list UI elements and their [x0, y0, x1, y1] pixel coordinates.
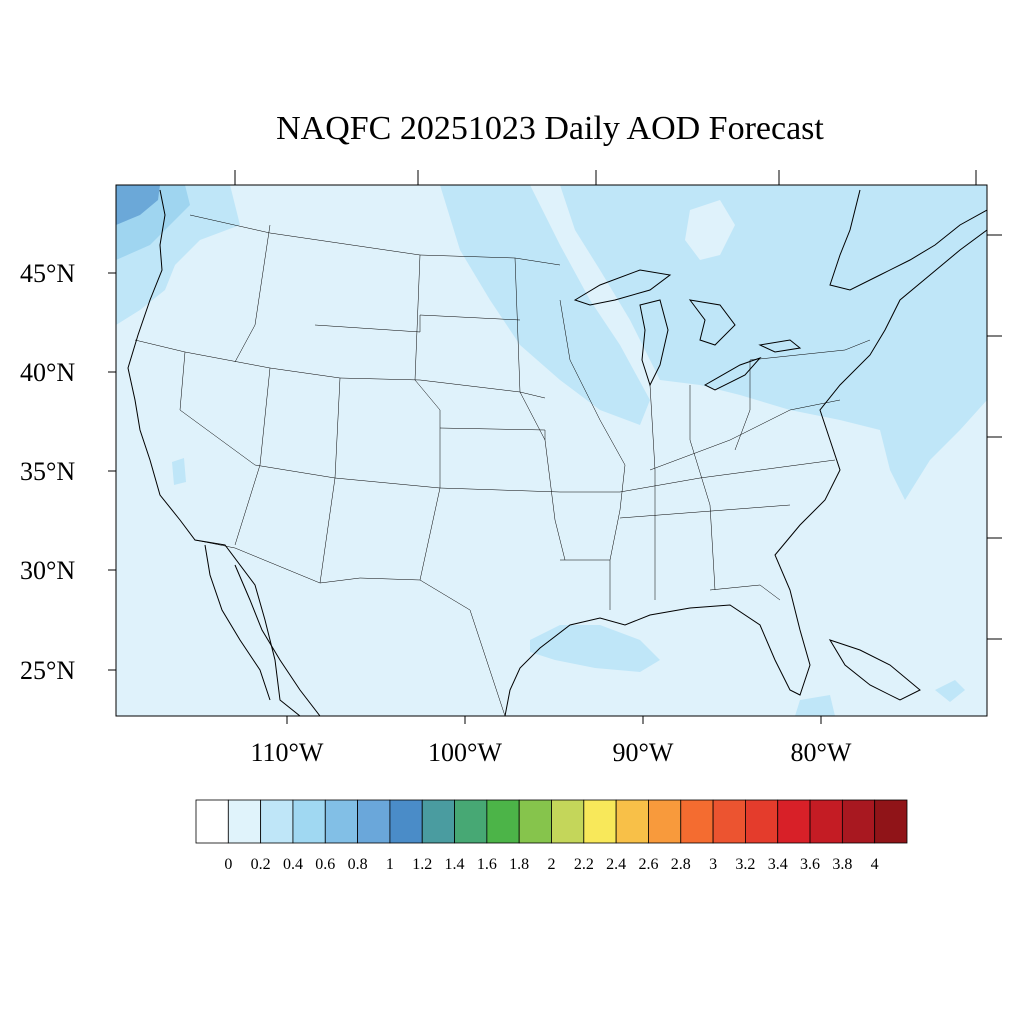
longitude-labels: 110°W 100°W 90°W 80°W [251, 738, 852, 767]
lon-label-90: 90°W [613, 738, 674, 767]
lat-label-35: 35°N [20, 457, 75, 486]
colorbar-swatch [421, 799, 455, 844]
colorbar-swatch [680, 799, 714, 844]
border-col-4 [414, 254, 441, 581]
lat-label-40: 40°N [20, 358, 75, 387]
colorbar-swatch [648, 799, 682, 844]
border-row-8 [649, 399, 841, 471]
latitude-labels: 45°N 40°N 35°N 30°N 25°N [20, 259, 75, 685]
ticks [108, 170, 1002, 724]
colorbar-swatch [227, 799, 262, 844]
plot-frame [115, 184, 988, 717]
colorbar-label: 3 [709, 856, 717, 873]
aod-region-northeast-low [685, 200, 735, 260]
border-mexico-us [194, 539, 506, 716]
colorbar-swatch [260, 799, 294, 844]
colorbar-swatch [874, 799, 908, 844]
colorbar-label: 0.2 [251, 856, 271, 873]
border-col-9 [734, 360, 751, 451]
colorbar-swatch [841, 799, 876, 844]
great-lakes-michigan [639, 299, 669, 387]
great-lakes-huron [688, 299, 736, 346]
aod-patch-south [795, 695, 835, 716]
lat-label-30: 30°N [20, 556, 75, 585]
lon-label-110: 110°W [251, 738, 324, 767]
lon-label-80: 80°W [791, 738, 852, 767]
colorbar-swatch [551, 799, 585, 844]
colorbar-swatch [486, 799, 520, 844]
lat-label-25: 25°N [20, 656, 75, 685]
colorbar-label: 2.8 [671, 856, 691, 873]
colorbar-label: 0 [224, 856, 232, 873]
border-row-3 [234, 224, 271, 363]
colorbar-label: 0.6 [315, 856, 335, 873]
colorbar-label: 3.4 [768, 856, 788, 873]
colorbar-swatch [518, 799, 552, 844]
coastline-us [127, 189, 301, 716]
coastline-canada-east [829, 189, 987, 291]
colorbar-swatch [615, 799, 649, 844]
coastline-mexico-west [234, 564, 321, 716]
border-row-10 [709, 584, 781, 601]
colorbar-swatch [777, 799, 811, 844]
colorbar-label: 3.6 [800, 856, 820, 873]
colorbar-swatch [389, 799, 423, 844]
coastlines [127, 189, 987, 716]
colorbar-swatch [357, 799, 391, 844]
colorbar-label: 1.8 [509, 856, 529, 873]
colorbar-label: 3.8 [832, 856, 852, 873]
border-col-1 [179, 351, 256, 466]
aod-patch-atlantic [935, 680, 965, 702]
colorbar-label: 1.4 [445, 856, 465, 873]
coastline-gulf [504, 229, 987, 716]
map-title: NAQFC 20251023 Daily AOD Forecast [276, 110, 824, 147]
coastline-baja [204, 544, 271, 701]
colorbar-swatch [195, 799, 229, 844]
border-col-8 [689, 385, 716, 591]
state-borders [134, 214, 871, 716]
colorbar-label: 0.8 [348, 856, 368, 873]
lat-label-45: 45°N [20, 259, 75, 288]
colorbar-label: 2.6 [638, 856, 658, 873]
great-lakes-ontario [758, 339, 802, 353]
colorbar-label: 1.6 [477, 856, 497, 873]
border-col-2 [234, 367, 271, 546]
colorbar-label: 4 [871, 856, 879, 873]
colorbar-swatch [292, 799, 326, 844]
colorbar-label: 1 [386, 856, 394, 873]
border-col-3 [319, 377, 341, 584]
border-col-7 [649, 384, 656, 600]
colorbar-label: 2 [548, 856, 556, 873]
aod-region-gulf [530, 625, 660, 672]
colorbar: 0 0.2 0.4 0.6 0.8 1 1.2 1.4 1.6 1.8 2 2.2 2.4 2.6 2.8 3… [195, 799, 908, 873]
colorbar-label: 3.2 [735, 856, 755, 873]
great-lakes-superior [573, 269, 672, 306]
great-lakes-erie [703, 356, 762, 391]
lon-label-100: 100°W [428, 738, 502, 767]
aod-patch-west [172, 458, 186, 485]
aod-band-central [440, 185, 650, 425]
border-row-5 [439, 427, 546, 440]
colorbar-swatch [583, 799, 617, 844]
colorbar-label: 0.4 [283, 856, 303, 873]
border-row-4 [314, 314, 521, 333]
colorbar-swatch [809, 799, 843, 844]
aod-region-northwest-peak [116, 185, 160, 225]
colorbar-swatch [712, 799, 746, 844]
colorbar-label: 1.2 [412, 856, 432, 873]
border-row-9 [749, 339, 871, 361]
coastline-cuba [828, 639, 921, 701]
colorbar-swatch [324, 799, 358, 844]
colorbar-swatch [745, 799, 779, 844]
colorbar-swatch [454, 799, 488, 844]
colorbar-label: 2.4 [606, 856, 626, 873]
colorbar-label: 2.2 [574, 856, 594, 873]
border-row-7 [619, 504, 791, 519]
